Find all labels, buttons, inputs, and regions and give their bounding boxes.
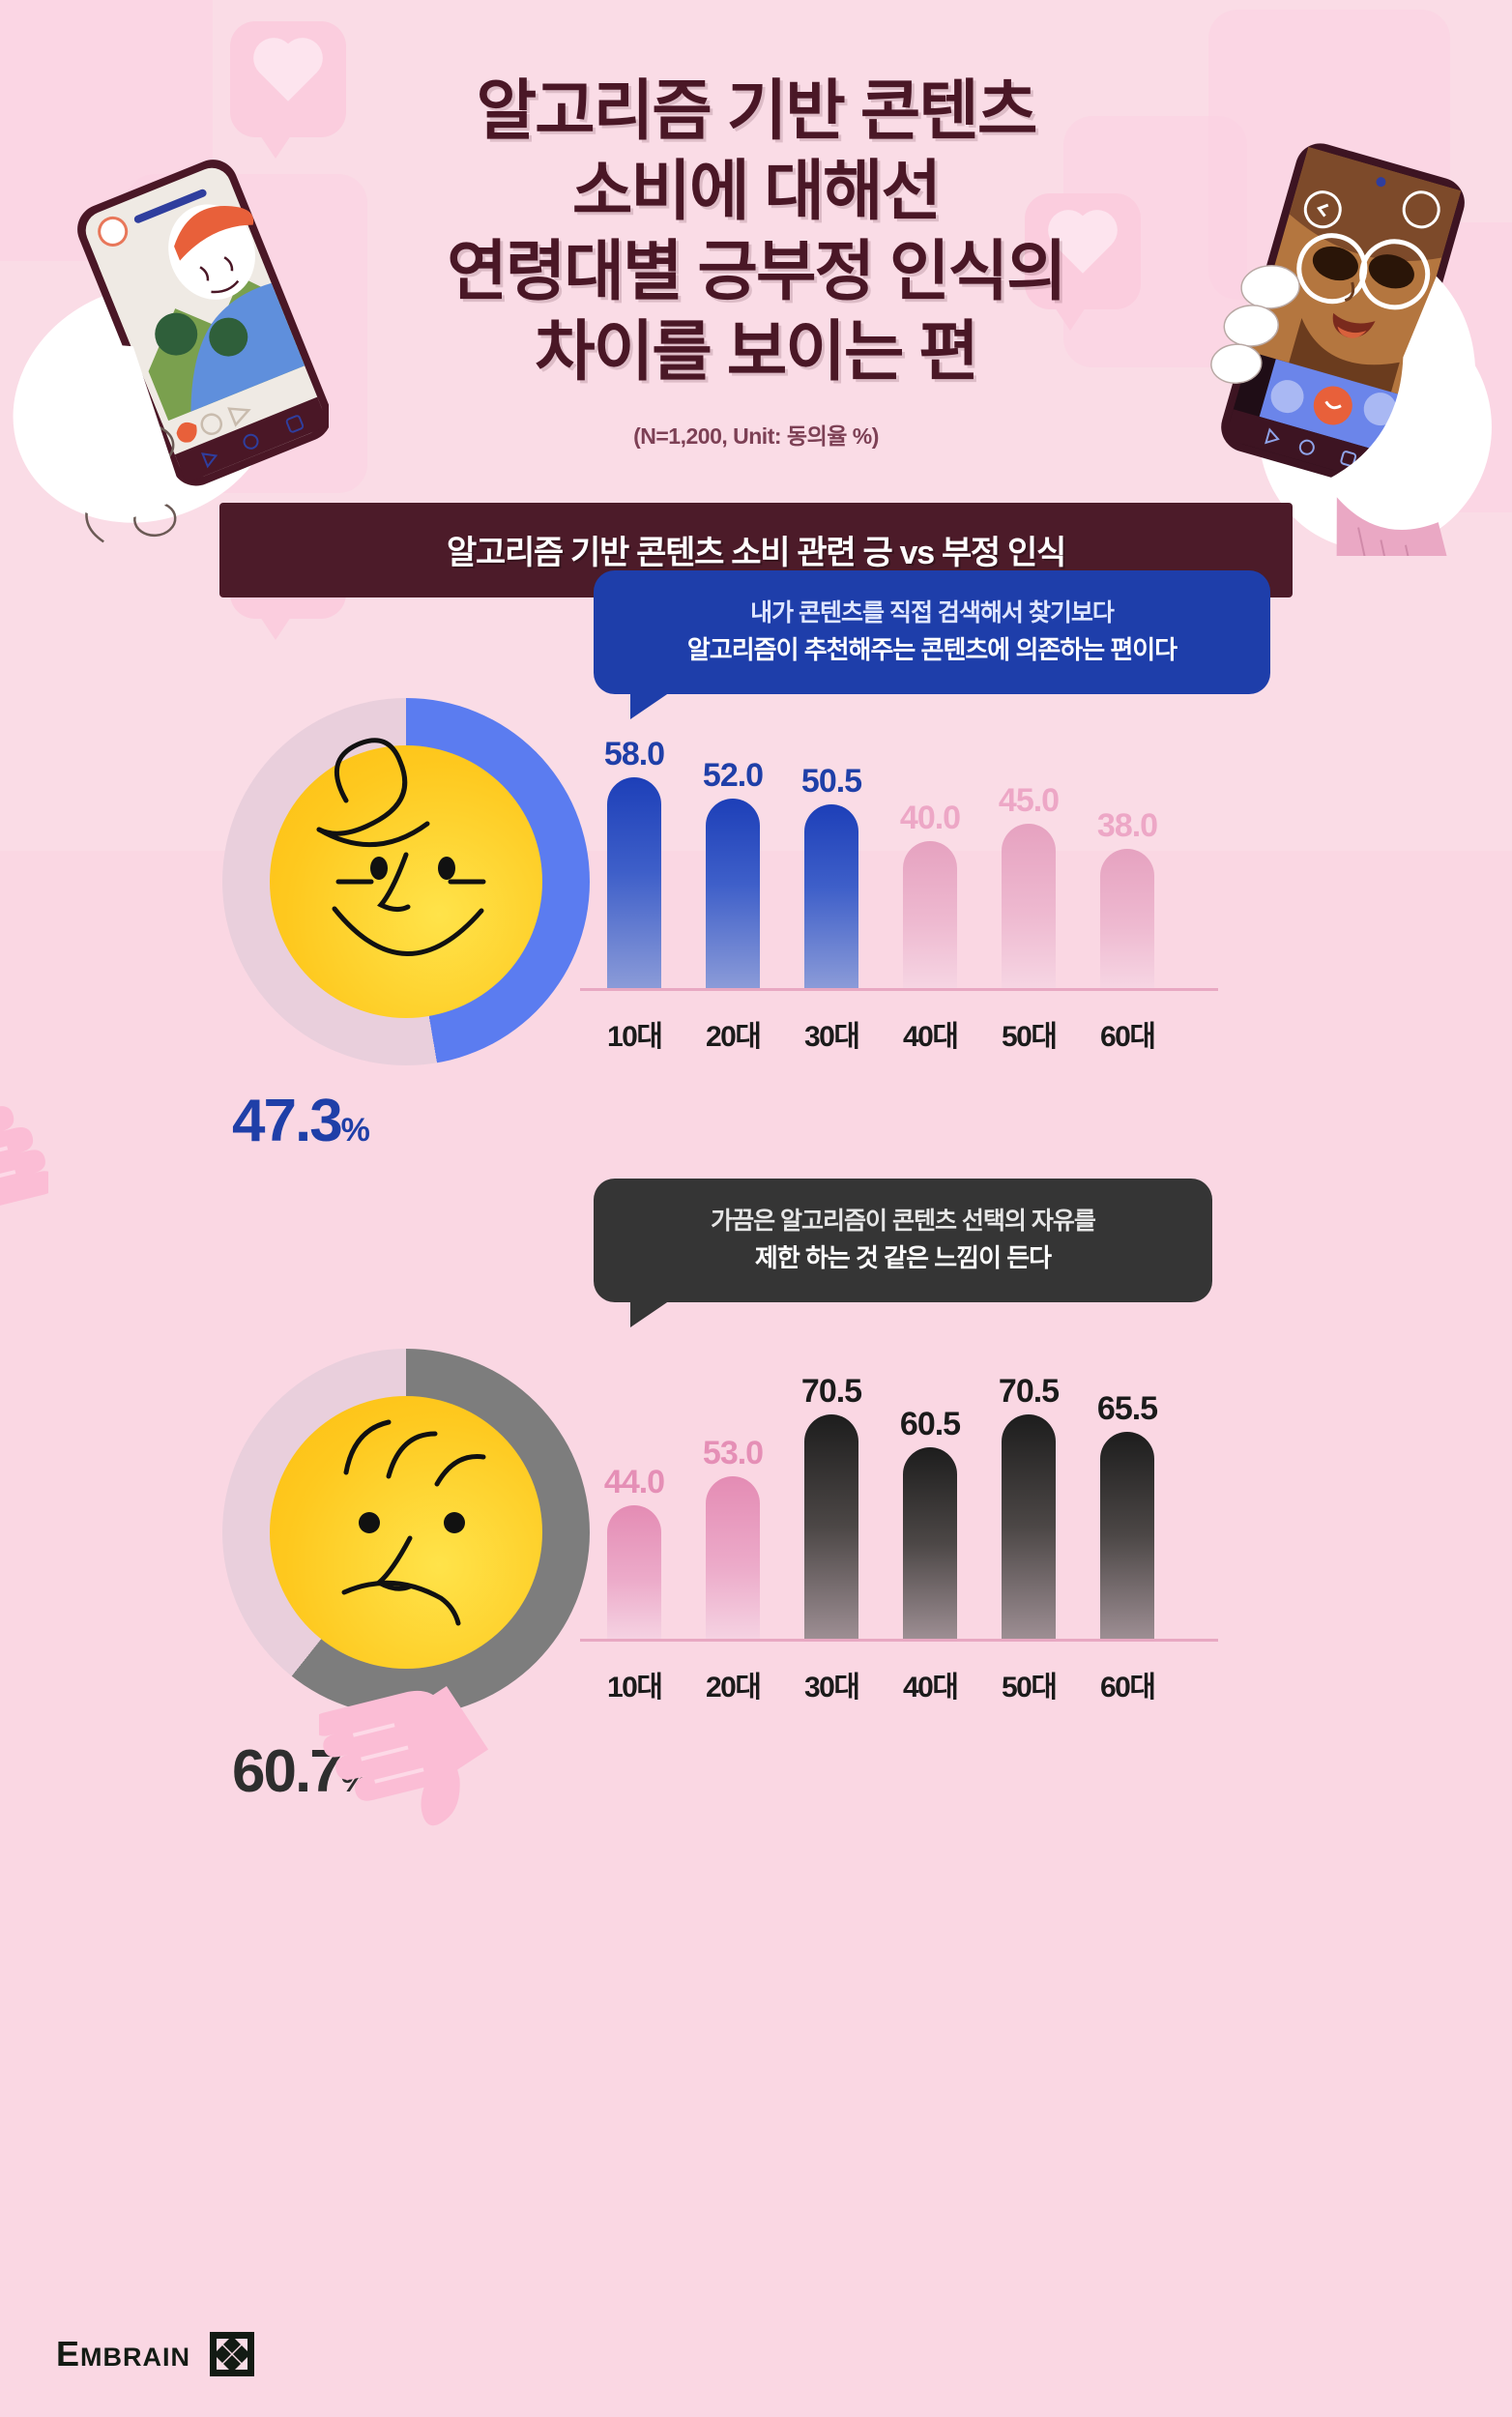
- sample-size-note: (N=1,200, Unit: 동의율 %): [633, 422, 879, 449]
- title-line-2: 소비에 대해선: [571, 154, 942, 228]
- donut-percent-number: 47.3: [232, 1087, 343, 1154]
- donut-column-positive: 47.3%: [0, 697, 590, 1216]
- donut-chart-negative: [222, 1348, 590, 1716]
- bar: [607, 1504, 661, 1639]
- bar-value: 52.0: [702, 756, 764, 794]
- section-positive: 47.3% 내가 콘텐츠를 직접 검색해서 찾기보다 알고리즘이 추천해주는 콘…: [0, 569, 1512, 1216]
- bar-item: 45.0: [999, 782, 1060, 988]
- callout-line-1: 가끔은 알고리즘이 콘텐츠 선택의 자유를: [711, 1207, 1096, 1235]
- bar-item: 70.5: [801, 1373, 862, 1639]
- bar-value: 58.0: [603, 735, 665, 772]
- frowning-face-icon: [341, 1419, 486, 1626]
- title-line-1: 알고리즘 기반 콘텐츠: [476, 74, 1038, 148]
- bar-value: 44.0: [603, 1463, 665, 1500]
- bar-value: 38.0: [1096, 806, 1158, 844]
- callout-line-1: 내가 콘텐츠를 직접 검색해서 찾기보다: [750, 598, 1115, 626]
- page-title: 알고리즘 기반 콘텐츠 소비에 대해선 연령대별 긍부정 인식의 차이를 보이는…: [0, 72, 1512, 393]
- heart-bubble-icon: [1025, 193, 1141, 331]
- bar: [706, 798, 760, 988]
- donut-value-positive: 47.3%: [232, 1087, 580, 1155]
- bar: [903, 1446, 957, 1639]
- bar-item: 58.0: [604, 736, 665, 988]
- bar-item: 38.0: [1097, 807, 1158, 988]
- bar-value: 50.5: [800, 762, 862, 800]
- x-axis-labels-positive: 10대 20대 30대 40대 50대 60대: [580, 1012, 1218, 1055]
- section-negative: 60.7% 가끔은 알고리즘이 콘텐츠 선택의 자유를 제한 하는 것 같은 느…: [0, 1178, 1512, 1825]
- x-label: 20대: [706, 1671, 762, 1704]
- callout-tail: [630, 1298, 673, 1328]
- banner-tick-left: [206, 533, 213, 567]
- callout-positive: 내가 콘텐츠를 직접 검색해서 찾기보다 알고리즘이 추천해주는 콘텐츠에 의존…: [594, 569, 1270, 720]
- heart-bubble-icon: [230, 21, 346, 159]
- bar: [1100, 848, 1154, 988]
- embrain-logo-icon: [210, 2332, 255, 2376]
- bar-item: 52.0: [703, 757, 764, 988]
- banner-tick-right: [1299, 533, 1306, 567]
- x-label: 60대: [1100, 1020, 1156, 1053]
- bar-item: 53.0: [703, 1435, 764, 1639]
- banner-label: 알고리즘 기반 콘텐츠 소비 관련 긍 vs 부정 인식: [446, 535, 1066, 572]
- x-label: 30대: [804, 1020, 860, 1053]
- chart-axis-line: [580, 1638, 1218, 1642]
- bar: [1002, 1413, 1056, 1639]
- x-axis-labels-negative: 10대 20대 30대 40대 50대 60대: [580, 1663, 1218, 1705]
- chart-axis-line: [580, 987, 1218, 991]
- donut-chart-positive: [222, 697, 590, 1065]
- bar-value: 70.5: [998, 1372, 1060, 1410]
- bar-value: 53.0: [702, 1434, 764, 1471]
- donut-column-negative: 60.7%: [0, 1348, 590, 1825]
- phone-illustration-right: [1210, 143, 1492, 556]
- bar-value: 65.5: [1096, 1389, 1158, 1427]
- x-label: 40대: [903, 1671, 959, 1704]
- callout-line-2: 제한 하는 것 같은 느낌이 든다: [754, 1243, 1052, 1273]
- x-label: 60대: [1100, 1671, 1156, 1704]
- x-label: 40대: [903, 1020, 959, 1053]
- bar-value: 70.5: [800, 1372, 862, 1410]
- bar-value: 60.5: [899, 1405, 961, 1442]
- phone-illustration-left: [13, 160, 329, 543]
- x-label: 10대: [607, 1020, 663, 1053]
- title-line-3: 연령대별 긍부정 인식의: [447, 234, 1066, 308]
- bar-item: 65.5: [1097, 1390, 1158, 1639]
- footer-brand: EMBRAIN: [56, 2330, 256, 2378]
- bars-negative: 44.0 53.0 70.5 60.5 70.5 65.5: [580, 1349, 1218, 1639]
- bar-item: 70.5: [999, 1373, 1060, 1639]
- bar: [804, 803, 858, 988]
- bar: [903, 840, 957, 988]
- bar: [804, 1413, 858, 1639]
- callout-tail: [630, 690, 673, 720]
- bars-positive: 58.0 52.0 50.5 40.0 45.0 38.0: [580, 698, 1218, 988]
- x-label: 10대: [607, 1671, 663, 1704]
- x-label: 50대: [1002, 1020, 1058, 1053]
- thumbs-up-icon: [0, 1081, 48, 1216]
- bar-item: 40.0: [900, 800, 961, 988]
- hero-header: 알고리즘 기반 콘텐츠 소비에 대해선 연령대별 긍부정 인식의 차이를 보이는…: [0, 0, 1512, 451]
- bar: [1100, 1431, 1154, 1639]
- bar-item: 50.5: [801, 763, 862, 988]
- bar-value: 40.0: [899, 799, 961, 836]
- bar: [706, 1475, 760, 1639]
- bar-item: 44.0: [604, 1464, 665, 1639]
- thumbs-down-icon: [319, 1685, 489, 1825]
- x-label: 20대: [706, 1020, 762, 1053]
- brand-initial: E: [56, 2334, 81, 2373]
- bar-item: 60.5: [900, 1406, 961, 1639]
- callout-line-2: 알고리즘이 추천해주는 콘텐츠에 의존하는 편이다: [686, 635, 1178, 665]
- smiling-face-icon: [316, 738, 486, 956]
- x-label: 50대: [1002, 1671, 1058, 1704]
- bar-chart-negative: 가끔은 알고리즘이 콘텐츠 선택의 자유를 제한 하는 것 같은 느낌이 든다 …: [580, 1178, 1218, 1806]
- donut-percent-unit: %: [340, 1111, 370, 1149]
- bar: [1002, 823, 1056, 988]
- title-line-4: 차이를 보이는 편: [535, 314, 979, 389]
- embrain-wordmark: EMBRAIN: [56, 2334, 190, 2374]
- bar-value: 45.0: [998, 781, 1060, 819]
- x-label: 30대: [804, 1671, 860, 1704]
- bar: [607, 776, 661, 988]
- bar-chart-positive: 내가 콘텐츠를 직접 검색해서 찾기보다 알고리즘이 추천해주는 콘텐츠에 의존…: [580, 569, 1270, 1155]
- callout-negative: 가끔은 알고리즘이 콘텐츠 선택의 자유를 제한 하는 것 같은 느낌이 든다: [594, 1178, 1212, 1328]
- brand-name: MBRAIN: [80, 2343, 191, 2372]
